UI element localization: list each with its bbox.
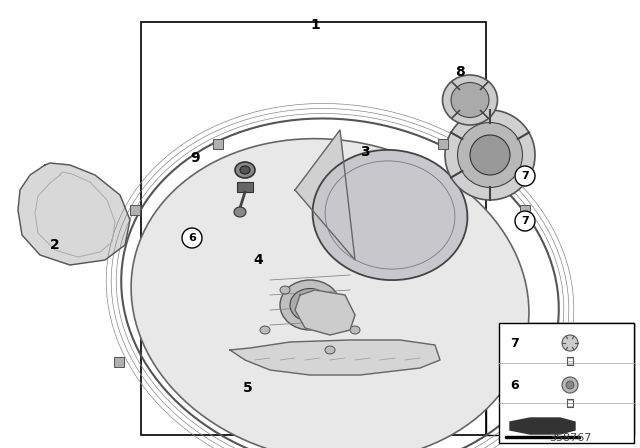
Bar bbox=[141, 22, 486, 435]
Bar bbox=[486, 323, 634, 435]
